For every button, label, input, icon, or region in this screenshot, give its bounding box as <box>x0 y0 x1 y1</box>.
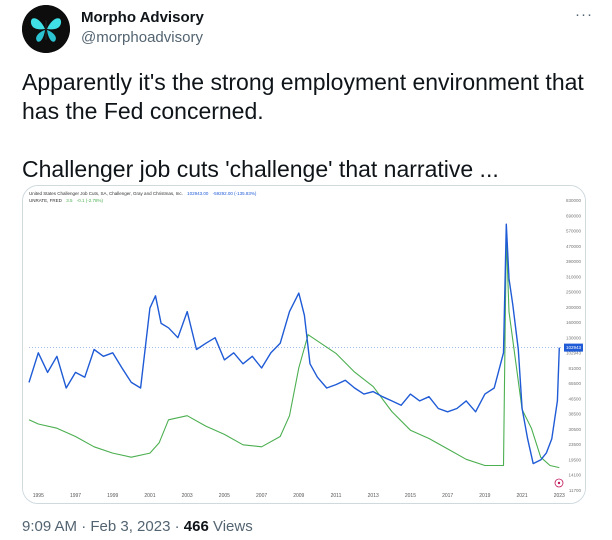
author-handle[interactable]: @morphoadvisory <box>81 29 203 46</box>
y-tick-label: 65500 <box>568 381 581 386</box>
y-tick-label: 160000 <box>566 320 582 325</box>
legend-series-2: UNRATE, FRED 3.5 -0.1 (-2.78%) <box>29 198 103 203</box>
tweet-meta: 9:09 AM · Feb 3, 2023 · 466 Views <box>22 518 253 536</box>
legend-series-1: United States Challenger Job Cuts, SA, C… <box>29 191 257 196</box>
x-tick-label: 1999 <box>107 493 118 499</box>
y-tick-label: 390000 <box>566 259 582 264</box>
y-tick-label: 570000 <box>566 229 582 234</box>
x-tick-label: 2009 <box>293 493 304 499</box>
chart-svg: United States Challenger Job Cuts, SA, C… <box>23 186 585 503</box>
tweet-line-2: Challenger job cuts 'challenge' that nar… <box>22 156 499 182</box>
y-tick-label: 19500 <box>568 457 581 462</box>
legend-series-2-value: 3.5 <box>66 198 73 203</box>
y-tick-label: 11700 <box>569 488 582 493</box>
x-tick-label: 2001 <box>144 493 155 499</box>
x-tick-label: 1995 <box>33 493 44 499</box>
y-tick-label: 200000 <box>566 305 582 310</box>
legend-series-1-label: United States Challenger Job Cuts, SA, C… <box>29 191 183 196</box>
x-tick-label: 2023 <box>554 493 565 499</box>
views-label: Views <box>208 518 253 535</box>
y-tick-label: 30500 <box>568 427 581 432</box>
x-tick-label: 2013 <box>368 493 379 499</box>
x-tick-label: 1997 <box>70 493 81 499</box>
y-tick-label: 38500 <box>568 412 581 417</box>
x-tick-label: 2011 <box>331 493 342 499</box>
y-tick-label: 690000 <box>566 213 582 218</box>
more-options-icon[interactable]: ··· <box>575 6 593 23</box>
y-tick-label: 23500 <box>568 442 581 447</box>
tweet-text: Apparently it's the strong employment en… <box>22 68 602 184</box>
y-tick-label: 470000 <box>566 244 582 249</box>
plot-area <box>28 223 560 469</box>
paragraph-gap <box>22 126 602 155</box>
last-value-label: 102943 <box>566 345 582 350</box>
y-tick-label: 310000 <box>566 274 582 279</box>
y-tick-label: 250000 <box>566 290 582 295</box>
y-tick-label: 46500 <box>568 396 581 401</box>
author-name[interactable]: Morpho Advisory <box>81 9 204 26</box>
legend-series-2-label: UNRATE, FRED <box>29 198 63 203</box>
y-tick-label: 102943 <box>566 351 582 356</box>
x-tick-label: 2017 <box>442 493 453 499</box>
last-value-badge <box>564 343 583 352</box>
x-tick-label: 2015 <box>405 493 416 499</box>
tweet-line-1: Apparently it's the strong employment en… <box>22 69 584 124</box>
timestamp[interactable]: 9:09 AM · Feb 3, 2023 · <box>22 518 184 535</box>
legend-series-1-value: 102943.00 <box>187 191 209 196</box>
x-tick-label: 2005 <box>219 493 230 499</box>
settings-icon[interactable] <box>554 478 564 488</box>
y-tick-label: 14100 <box>568 473 581 478</box>
x-tick-label: 2021 <box>517 493 528 499</box>
last-value-marker: 102943 <box>29 343 583 352</box>
y-tick-label: 830000 <box>566 198 582 203</box>
butterfly-icon <box>22 5 70 53</box>
y-axis-right: 830000 690000 570000 470000 390000 310000 2500… <box>566 198 582 493</box>
views-count: 466 <box>183 518 209 535</box>
y-tick-label: 81000 <box>568 366 581 371</box>
series-job-cuts-line <box>28 223 560 465</box>
legend-series-2-change: -0.1 (-2.78%) <box>77 198 104 203</box>
tweet-media-chart[interactable]: United States Challenger Job Cuts, SA, C… <box>22 185 586 504</box>
x-axis: 1995 1997 1999 2001 2003 2005 2007 2009 2011 2013… <box>33 493 565 499</box>
avatar[interactable] <box>22 5 70 53</box>
y-tick-label: 130000 <box>566 335 582 340</box>
x-tick-label: 2003 <box>182 493 193 499</box>
x-tick-label: 2019 <box>479 493 490 499</box>
legend-series-1-change: -59292.00 (-135.83%) <box>213 191 257 196</box>
x-tick-label: 2007 <box>256 493 267 499</box>
